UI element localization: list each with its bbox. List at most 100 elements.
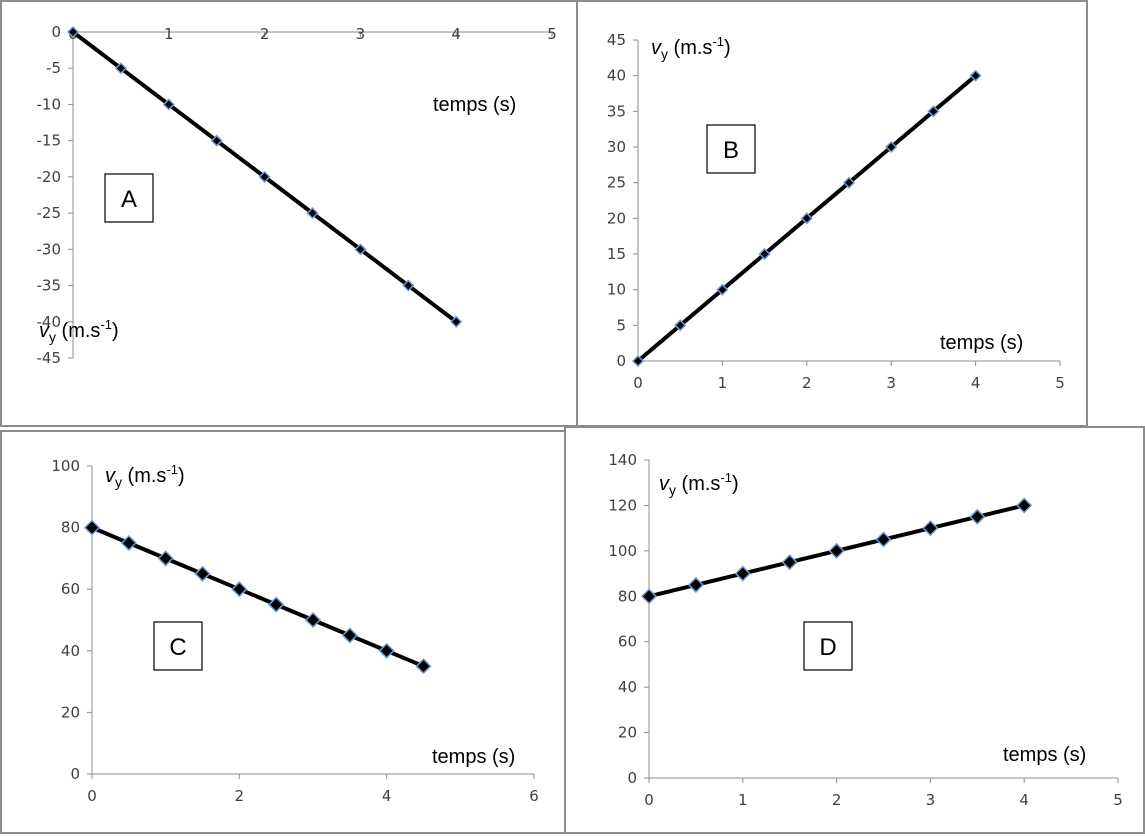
data-point	[120, 534, 137, 552]
panel-label: B	[723, 137, 739, 164]
data-point	[674, 319, 687, 332]
y-tick-label: 20	[61, 703, 80, 721]
panel-label: A	[121, 186, 137, 213]
y-axis-label: vy (m.s-1)	[105, 462, 185, 490]
data-point	[716, 283, 729, 296]
data-point	[210, 134, 223, 147]
data-point	[194, 565, 211, 582]
y-tick-label: 100	[608, 542, 637, 560]
y-tick-label: -5	[46, 59, 61, 77]
panel-label: C	[169, 634, 186, 661]
x-tick-label: 5	[547, 25, 557, 43]
y-tick-label: 25	[607, 174, 626, 192]
panel-label-box	[706, 124, 756, 174]
data-point	[450, 315, 463, 328]
data-point	[1016, 497, 1033, 514]
data-point	[781, 554, 798, 571]
y-tick-label: 60	[618, 633, 637, 651]
y-tick-label: 140	[608, 451, 637, 469]
y-tick-label: 40	[618, 678, 637, 696]
x-tick-label: 0	[87, 787, 97, 805]
y-tick-label: 0	[51, 23, 61, 41]
panel-label: D	[819, 634, 836, 661]
data-point	[969, 69, 982, 82]
data-point	[162, 98, 175, 111]
y-tick-label: -25	[37, 204, 62, 222]
chart-panel-c: 0 20 40 60 80 100 0 2 4 6 vy (m.s-1) temps (s) C	[0, 430, 566, 834]
y-tick-label: -45	[37, 349, 62, 367]
data-point	[157, 550, 174, 567]
x-axis-label: temps (s)	[1003, 744, 1086, 766]
x-tick-label: 2	[235, 787, 245, 805]
y-tick-label: 100	[51, 457, 80, 475]
y-tick-label: -10	[37, 95, 62, 113]
panel-label-box	[104, 173, 154, 223]
y-axis-label: vy (m.s-1)	[651, 34, 731, 62]
data-point	[306, 207, 319, 220]
y-tick-label: 60	[61, 580, 80, 598]
y-tick-label: 80	[61, 519, 80, 537]
y-tick-label: 20	[618, 724, 637, 742]
y-tick-label: -40	[37, 313, 62, 331]
x-tick-label: 1	[738, 791, 748, 809]
x-tick-label: 0	[644, 791, 654, 809]
data-point	[734, 565, 751, 582]
panel-label-box	[153, 621, 203, 671]
panel-label-box	[803, 621, 853, 671]
data-point	[341, 627, 358, 644]
data-point	[885, 140, 898, 154]
data-point	[258, 170, 271, 183]
data-point	[304, 611, 322, 629]
chart-c: 0 20 40 60 80 100 0 2 4 6 vy (m.s-1) temps (s) C	[51, 457, 538, 805]
data-point	[875, 531, 892, 548]
y-tick-label: 80	[618, 587, 637, 605]
y-axis-label: vy (m.s-1)	[39, 317, 119, 345]
data-point	[378, 642, 395, 659]
data-point	[758, 247, 771, 261]
data-point	[268, 596, 285, 613]
series-line	[91, 525, 425, 669]
x-tick-label: 2	[802, 374, 812, 392]
x-tick-label: 4	[382, 787, 392, 805]
y-tick-label: -20	[37, 168, 62, 186]
x-tick-label: 1	[718, 374, 728, 392]
x-axis-label: temps (s)	[432, 746, 515, 768]
data-point	[969, 508, 986, 525]
data-point	[800, 212, 813, 225]
chart-d: 0 20 40 60 80 100 120 140 0 1 2 3 4 5 vy (m.s-1) temps …	[608, 451, 1122, 809]
x-tick-label: 3	[356, 25, 366, 43]
data-point	[631, 354, 645, 368]
data-point	[415, 658, 432, 675]
y-tick-label: -30	[37, 240, 62, 258]
data-point	[927, 105, 940, 118]
data-point	[114, 62, 127, 75]
y-tick-label: 30	[607, 138, 626, 156]
data-point	[402, 279, 415, 292]
y-tick-label: 0	[616, 352, 626, 370]
data-point	[66, 25, 80, 39]
data-point	[828, 542, 845, 559]
y-tick-label: 15	[607, 245, 626, 263]
data-point	[640, 588, 658, 605]
x-tick-label: 1	[164, 25, 174, 43]
y-tick-label: 40	[607, 67, 626, 85]
x-tick-label: 4	[451, 25, 461, 43]
x-tick-label: 3	[886, 374, 896, 392]
y-tick-label: 10	[607, 281, 626, 299]
x-tick-label: 2	[260, 25, 270, 43]
x-axis-label: temps (s)	[940, 332, 1023, 354]
y-tick-label: 5	[616, 316, 626, 334]
y-tick-label: 0	[70, 765, 80, 783]
y-tick-label: 40	[61, 642, 80, 660]
y-tick-label: 35	[607, 102, 626, 120]
x-tick-label: 3	[926, 791, 936, 809]
x-tick-label: 4	[1019, 791, 1029, 809]
data-point	[687, 576, 704, 593]
data-point	[842, 176, 856, 189]
chart-panel-d: 0 20 40 60 80 100 120 140 0 1 2 3 4 5 vy (m.s-1) temps …	[564, 426, 1145, 834]
x-tick-label: 4	[971, 374, 981, 392]
x-axis-label: temps (s)	[433, 94, 516, 116]
x-tick-label: 5	[1055, 374, 1065, 392]
y-tick-label: -15	[37, 132, 62, 150]
